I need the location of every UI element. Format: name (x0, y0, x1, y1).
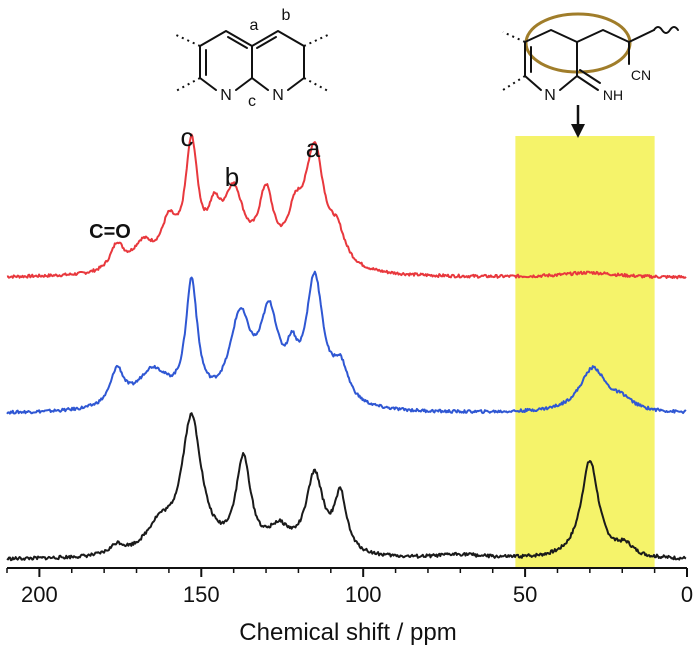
group-cn: CN (631, 67, 651, 83)
x-axis-title: Chemical shift / ppm (239, 619, 456, 646)
arrow-head (571, 124, 585, 138)
group-nh: NH (603, 87, 623, 103)
spectrum-series-1 (6, 270, 687, 415)
x-axis-ticks: 200 150 100 50 0 (6, 568, 693, 607)
x-tick-label: 50 (513, 582, 537, 607)
x-tick-label: 100 (345, 582, 382, 607)
atom-n-right: N (272, 87, 284, 104)
highlight-region (515, 136, 655, 568)
atom-n-left: N (220, 87, 232, 104)
atom-n-ring: N (544, 87, 556, 104)
peak-label-c: c (181, 122, 194, 152)
structure-left: N N a b c (173, 7, 331, 110)
spectra-layer (6, 133, 687, 562)
x-tick-label: 0 (681, 582, 693, 607)
peak-label-carbonyl: C=O (89, 221, 131, 243)
peak-label-b: b (225, 162, 239, 192)
site-label-b: b (282, 7, 291, 24)
structure-right: N NH CN (502, 12, 679, 138)
site-label-a: a (250, 17, 259, 34)
spectrum-series-0 (6, 133, 687, 280)
x-tick-label: 150 (183, 582, 220, 607)
site-label-c: c (248, 93, 256, 110)
x-tick-label: 200 (21, 582, 58, 607)
peak-label-a: a (306, 133, 321, 163)
spectrum-series-2 (6, 412, 687, 562)
